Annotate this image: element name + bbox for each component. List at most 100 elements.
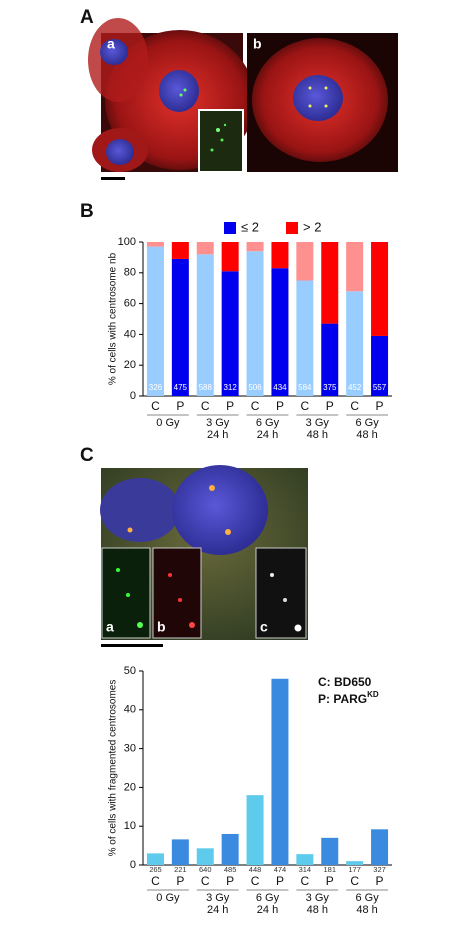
- bar: [371, 829, 389, 865]
- group-label: 48 h: [307, 904, 328, 916]
- panel-label: A: [80, 7, 94, 28]
- group-label: 24 h: [207, 429, 228, 441]
- bar: [146, 853, 164, 865]
- y-tick-label: 20: [124, 781, 136, 793]
- bar: [246, 795, 264, 865]
- scale-bar: [101, 177, 125, 180]
- y-tick-label: 100: [118, 236, 136, 248]
- bar: [196, 848, 214, 865]
- group-label: 24 h: [257, 429, 278, 441]
- micrograph-c: a b c: [100, 465, 308, 640]
- x-tick-label: P: [326, 874, 334, 888]
- x-tick-label: C: [251, 874, 260, 888]
- group-label: 0 Gy: [156, 892, 180, 904]
- x-tick-label: P: [226, 874, 234, 888]
- annotation: P: PARGKD: [318, 690, 379, 706]
- bar-segment: [221, 271, 239, 396]
- bar: [171, 839, 189, 865]
- bar-segment: [296, 242, 314, 281]
- count-label: 312: [223, 383, 237, 392]
- legend-swatch: [224, 222, 236, 234]
- bar-segment: [346, 242, 364, 292]
- x-tick-label: P: [276, 874, 284, 888]
- image-label: a: [106, 619, 114, 635]
- x-tick-label: C: [350, 399, 359, 413]
- x-tick-label: P: [176, 399, 184, 413]
- image-label: a: [107, 36, 115, 52]
- bar-segment: [171, 242, 189, 259]
- bar: [346, 861, 364, 865]
- x-tick-label: P: [376, 399, 384, 413]
- bar-segment: [246, 242, 264, 252]
- count-label: 326: [149, 383, 163, 392]
- group-label: 6 Gy: [355, 892, 379, 904]
- annotation: C: BD650: [318, 675, 372, 689]
- y-tick-label: 0: [130, 859, 136, 871]
- bar-segment: [196, 254, 214, 396]
- annotation-superscript: KD: [367, 690, 379, 699]
- bar-segment: [221, 242, 239, 272]
- count-label: 181: [323, 865, 336, 874]
- legend-swatch: [286, 222, 298, 234]
- y-tick-label: 40: [124, 704, 136, 716]
- micrograph-b: b: [247, 33, 398, 172]
- x-tick-label: C: [201, 874, 210, 888]
- annotation-text: P: PARG: [318, 692, 367, 706]
- y-tick-label: 40: [124, 328, 136, 340]
- bar: [296, 854, 314, 865]
- group-label: 3 Gy: [206, 417, 230, 429]
- group-label: 0 Gy: [156, 417, 180, 429]
- bar-segment: [371, 335, 389, 396]
- count-label: 221: [174, 865, 187, 874]
- bar-segment: [246, 251, 264, 396]
- bar: [321, 837, 339, 865]
- count-label: 434: [273, 383, 287, 392]
- count-label: 314: [299, 865, 312, 874]
- count-label: 265: [149, 865, 162, 874]
- bar-segment: [321, 242, 339, 324]
- count-label: 375: [323, 383, 337, 392]
- bar-segment: [271, 268, 289, 396]
- bar-segment: [196, 242, 214, 255]
- x-tick-label: C: [151, 399, 160, 413]
- y-tick-label: 30: [124, 743, 136, 755]
- y-tick-label: 50: [124, 665, 136, 677]
- legend-label: > 2: [303, 219, 321, 234]
- y-tick-label: 10: [124, 820, 136, 832]
- count-label: 452: [348, 383, 362, 392]
- count-label: 474: [274, 865, 287, 874]
- y-tick-label: 0: [130, 390, 136, 402]
- image-label: c: [260, 619, 268, 635]
- legend-label: ≤ 2: [241, 219, 259, 234]
- group-label: 3 Gy: [306, 417, 330, 429]
- x-tick-label: C: [251, 399, 260, 413]
- x-tick-label: C: [301, 399, 310, 413]
- x-tick-label: C: [350, 874, 359, 888]
- group-label: 48 h: [356, 429, 377, 441]
- count-label: 475: [174, 383, 188, 392]
- count-label: 640: [199, 865, 212, 874]
- x-tick-label: C: [201, 399, 210, 413]
- group-label: 48 h: [307, 429, 328, 441]
- count-label: 327: [373, 865, 386, 874]
- x-tick-label: P: [226, 399, 234, 413]
- x-tick-label: P: [376, 874, 384, 888]
- group-label: 48 h: [356, 904, 377, 916]
- count-label: 177: [348, 865, 361, 874]
- bar-segment: [371, 242, 389, 336]
- bar: [221, 833, 239, 865]
- y-tick-label: 60: [124, 298, 136, 310]
- y-tick-label: 80: [124, 267, 136, 279]
- group-label: 6 Gy: [256, 892, 280, 904]
- bar-segment: [346, 291, 364, 396]
- panel-label: C: [80, 445, 94, 466]
- y-tick-label: 20: [124, 359, 136, 371]
- x-tick-label: C: [301, 874, 310, 888]
- x-tick-label: P: [176, 874, 184, 888]
- count-label: 506: [248, 383, 262, 392]
- micrograph-a: a: [88, 18, 255, 173]
- x-tick-label: C: [151, 874, 160, 888]
- y-axis-label: % of cells with fragmented centrosomes: [108, 680, 119, 857]
- bar-segment: [146, 242, 164, 247]
- group-label: 6 Gy: [256, 417, 280, 429]
